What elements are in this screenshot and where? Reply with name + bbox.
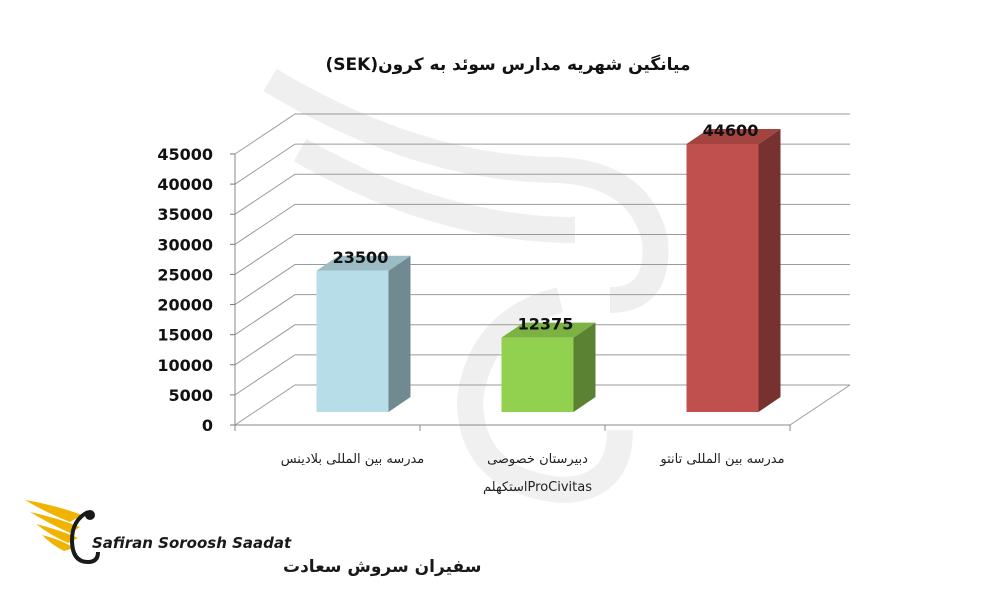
chart-title: میانگین شهریه مدارس سوئد به کرون(SEK) xyxy=(326,54,691,75)
bar-top xyxy=(501,322,596,338)
y-tick-label: 40000 xyxy=(157,175,213,194)
bar xyxy=(686,129,781,412)
gridline xyxy=(234,384,850,426)
gridline xyxy=(234,324,850,366)
gridlines xyxy=(234,113,850,426)
bar-side xyxy=(758,129,781,412)
bar-side xyxy=(573,322,596,412)
gridline xyxy=(234,233,850,275)
bar-top xyxy=(316,255,411,271)
logo-name-fa: سفیران سروش سعادت xyxy=(283,557,481,577)
gridline xyxy=(234,113,850,155)
bar-front xyxy=(316,270,389,412)
y-tick-label: 25000 xyxy=(157,265,213,284)
bar-front xyxy=(686,144,759,412)
x-tick-label: مدرسه بین المللی تانتو xyxy=(659,452,784,467)
y-tick-label: 15000 xyxy=(157,326,213,345)
y-tick-label: 30000 xyxy=(157,235,213,254)
y-tick-label: 20000 xyxy=(157,296,213,315)
x-tick-labels: مدرسه بین المللی بلادینس دبیرستان خصوصی Pr… xyxy=(281,452,785,495)
bar-front xyxy=(501,337,574,412)
data-labels: 23500 12375 44600 xyxy=(333,121,759,334)
bar-side xyxy=(388,255,411,412)
axes xyxy=(230,153,851,431)
bar-top xyxy=(686,129,781,144)
phoenix-logo-icon xyxy=(25,500,100,565)
gridline xyxy=(234,294,850,336)
y-tick-label: 5000 xyxy=(168,386,213,405)
x-tick-label: ProCivitasاستکهلم xyxy=(483,480,592,495)
bar xyxy=(316,255,411,412)
gridline xyxy=(234,203,850,245)
watermark xyxy=(263,68,669,504)
x-tick-label: دبیرستان خصوصی xyxy=(487,452,588,467)
bars xyxy=(316,129,781,412)
x-tick-label: مدرسه بین المللی بلادینس xyxy=(281,452,425,467)
y-tick-label: 0 xyxy=(202,416,213,435)
gridline xyxy=(234,354,850,396)
data-label: 23500 xyxy=(333,248,389,267)
company-logo: Safiran Soroosh Saadat سفیران سروش سعادت xyxy=(25,500,481,577)
gridline xyxy=(234,173,850,215)
logo-name-en: Safiran Soroosh Saadat xyxy=(92,534,292,552)
bar xyxy=(501,322,596,412)
y-tick-label: 45000 xyxy=(157,145,213,164)
gridline xyxy=(234,143,850,185)
floor-edge xyxy=(789,384,851,426)
y-tick-label: 10000 xyxy=(157,356,213,375)
data-label: 44600 xyxy=(703,121,759,140)
y-tick-labels: 0 5000 10000 15000 20000 25000 30000 35000 40000… xyxy=(157,145,213,435)
gridline xyxy=(234,264,850,305)
y-tick-label: 35000 xyxy=(157,205,213,224)
data-label: 12375 xyxy=(518,315,574,334)
